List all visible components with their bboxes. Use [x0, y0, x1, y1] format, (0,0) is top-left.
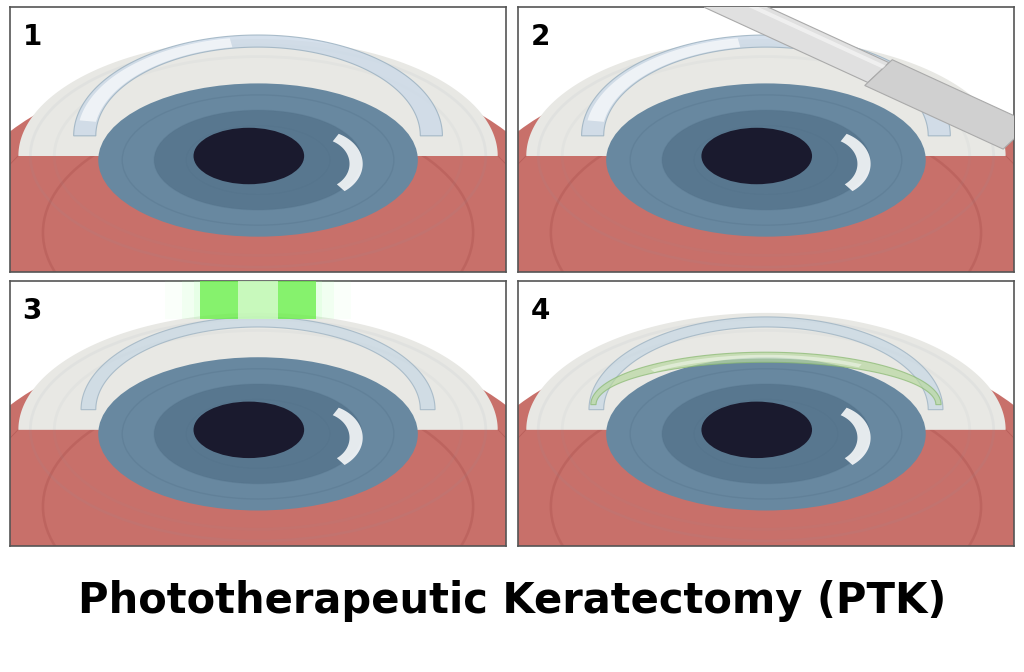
Ellipse shape: [212, 370, 396, 421]
Ellipse shape: [194, 402, 304, 458]
Polygon shape: [582, 35, 950, 136]
Polygon shape: [864, 60, 1024, 149]
Polygon shape: [589, 317, 943, 410]
Ellipse shape: [98, 83, 418, 237]
Ellipse shape: [155, 110, 361, 210]
Ellipse shape: [212, 97, 396, 147]
Ellipse shape: [0, 335, 565, 672]
Polygon shape: [588, 38, 740, 122]
Polygon shape: [80, 38, 232, 122]
Text: Phototherapeutic Keratectomy (PTK): Phototherapeutic Keratectomy (PTK): [78, 581, 946, 622]
Polygon shape: [18, 313, 498, 430]
Text: 3: 3: [23, 296, 42, 325]
Polygon shape: [333, 134, 362, 191]
Polygon shape: [651, 355, 862, 372]
Ellipse shape: [459, 61, 1024, 404]
Ellipse shape: [459, 335, 1024, 672]
Polygon shape: [238, 281, 279, 319]
Ellipse shape: [701, 128, 812, 184]
Polygon shape: [526, 313, 1006, 430]
Ellipse shape: [606, 83, 926, 237]
Ellipse shape: [194, 128, 304, 184]
Text: 2: 2: [530, 23, 550, 50]
Polygon shape: [18, 39, 498, 156]
Polygon shape: [526, 39, 1006, 156]
Ellipse shape: [663, 384, 869, 484]
Polygon shape: [591, 352, 941, 405]
Polygon shape: [719, 0, 886, 69]
Ellipse shape: [155, 384, 361, 484]
Polygon shape: [841, 134, 870, 191]
Polygon shape: [74, 35, 442, 136]
Polygon shape: [841, 408, 870, 465]
Polygon shape: [182, 281, 334, 319]
Polygon shape: [333, 408, 362, 465]
Polygon shape: [194, 281, 323, 319]
Ellipse shape: [606, 358, 926, 511]
Ellipse shape: [98, 358, 418, 511]
Polygon shape: [81, 317, 435, 410]
Polygon shape: [200, 281, 316, 319]
Ellipse shape: [0, 61, 565, 404]
Text: 4: 4: [530, 296, 550, 325]
Polygon shape: [705, 0, 889, 83]
Polygon shape: [165, 281, 351, 319]
Ellipse shape: [701, 402, 812, 458]
Ellipse shape: [720, 370, 904, 421]
Text: 1: 1: [23, 23, 42, 50]
Ellipse shape: [663, 110, 869, 210]
Ellipse shape: [720, 97, 904, 147]
